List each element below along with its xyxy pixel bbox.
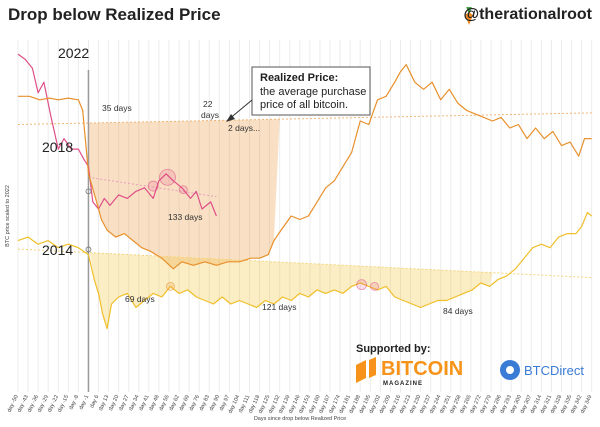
x-tick-label: day 6 [89, 394, 100, 409]
callout-arrowhead [226, 114, 235, 122]
btcdirect-logo: BTCDirect [500, 360, 584, 380]
underwater-fills [88, 119, 493, 329]
duration-label: 2 days... [228, 123, 260, 133]
underwater-fill-2018 [88, 119, 280, 269]
duration-label: 133 days [168, 212, 203, 222]
series-line-2022 [17, 53, 217, 217]
btcdirect-icon-center [506, 366, 514, 374]
bitcoin-magazine-mark-icon-2 [369, 357, 376, 378]
duration-label: 22 [203, 99, 213, 109]
callout-title: Realized Price: [260, 72, 338, 84]
duration-label: 35 days [102, 103, 132, 113]
drop-point-marker-2018 [85, 188, 92, 195]
drop-point-marker-2014 [85, 246, 92, 253]
cycle-label: 2014 [42, 242, 73, 258]
underwater-fill-2014 [89, 252, 493, 329]
cycle-labels: 2022 2018 2014 [42, 45, 89, 258]
series-lines [17, 53, 593, 330]
highlight-circle-2014 [166, 281, 175, 291]
cycle-label: 2022 [58, 45, 89, 61]
highlight-circles [85, 168, 379, 291]
carrot-icon [465, 7, 473, 25]
cycle-label: 2018 [42, 139, 73, 155]
highlight-circle-2022 [159, 168, 176, 186]
y-axis-label: BTC price scaled to 2022 [5, 185, 11, 247]
x-tick-label: day -1 [78, 394, 90, 410]
btcdirect-wordmark: BTCDirect [524, 363, 584, 378]
duration-label: 121 days [262, 302, 297, 312]
bitcoin-magazine-logo: BITCOIN MAGAZINE [356, 357, 463, 387]
sponsors: Supported by: BITCOIN MAGAZINE BTCDirect [356, 343, 584, 387]
bitcoin-magazine-subword: MAGAZINE [383, 381, 423, 387]
highlight-circle-2022 [178, 185, 188, 195]
highlight-circle-2022 [147, 180, 159, 192]
duration-label: 69 days [125, 294, 155, 304]
supported-by-label: Supported by: [356, 343, 431, 355]
realized-price-lines [17, 112, 592, 279]
x-tick-label: day -8 [68, 394, 80, 410]
page-title: Drop below Realized Price [8, 5, 221, 24]
callout-line-2: price of all bitcoin. [260, 99, 348, 111]
x-axis-label: Days since drop below Realized Price [254, 416, 346, 422]
callout-box: Realized Price: the average purchase pri… [226, 66, 371, 122]
duration-label: days [201, 110, 219, 120]
duration-label: 84 days [443, 306, 473, 316]
bitcoin-magazine-wordmark: BITCOIN [381, 358, 463, 380]
bitcoin-magazine-mark-icon [356, 360, 366, 383]
callout-line-1: the average purchase [260, 86, 366, 98]
series-line-2014 [17, 211, 593, 330]
highlight-circle-2014 [370, 281, 379, 291]
highlight-circle-2014 [356, 279, 368, 291]
series-line-2018 [18, 63, 592, 270]
realized-price-line-2022 [88, 176, 217, 198]
author-handle: @therationalroot [463, 6, 593, 23]
